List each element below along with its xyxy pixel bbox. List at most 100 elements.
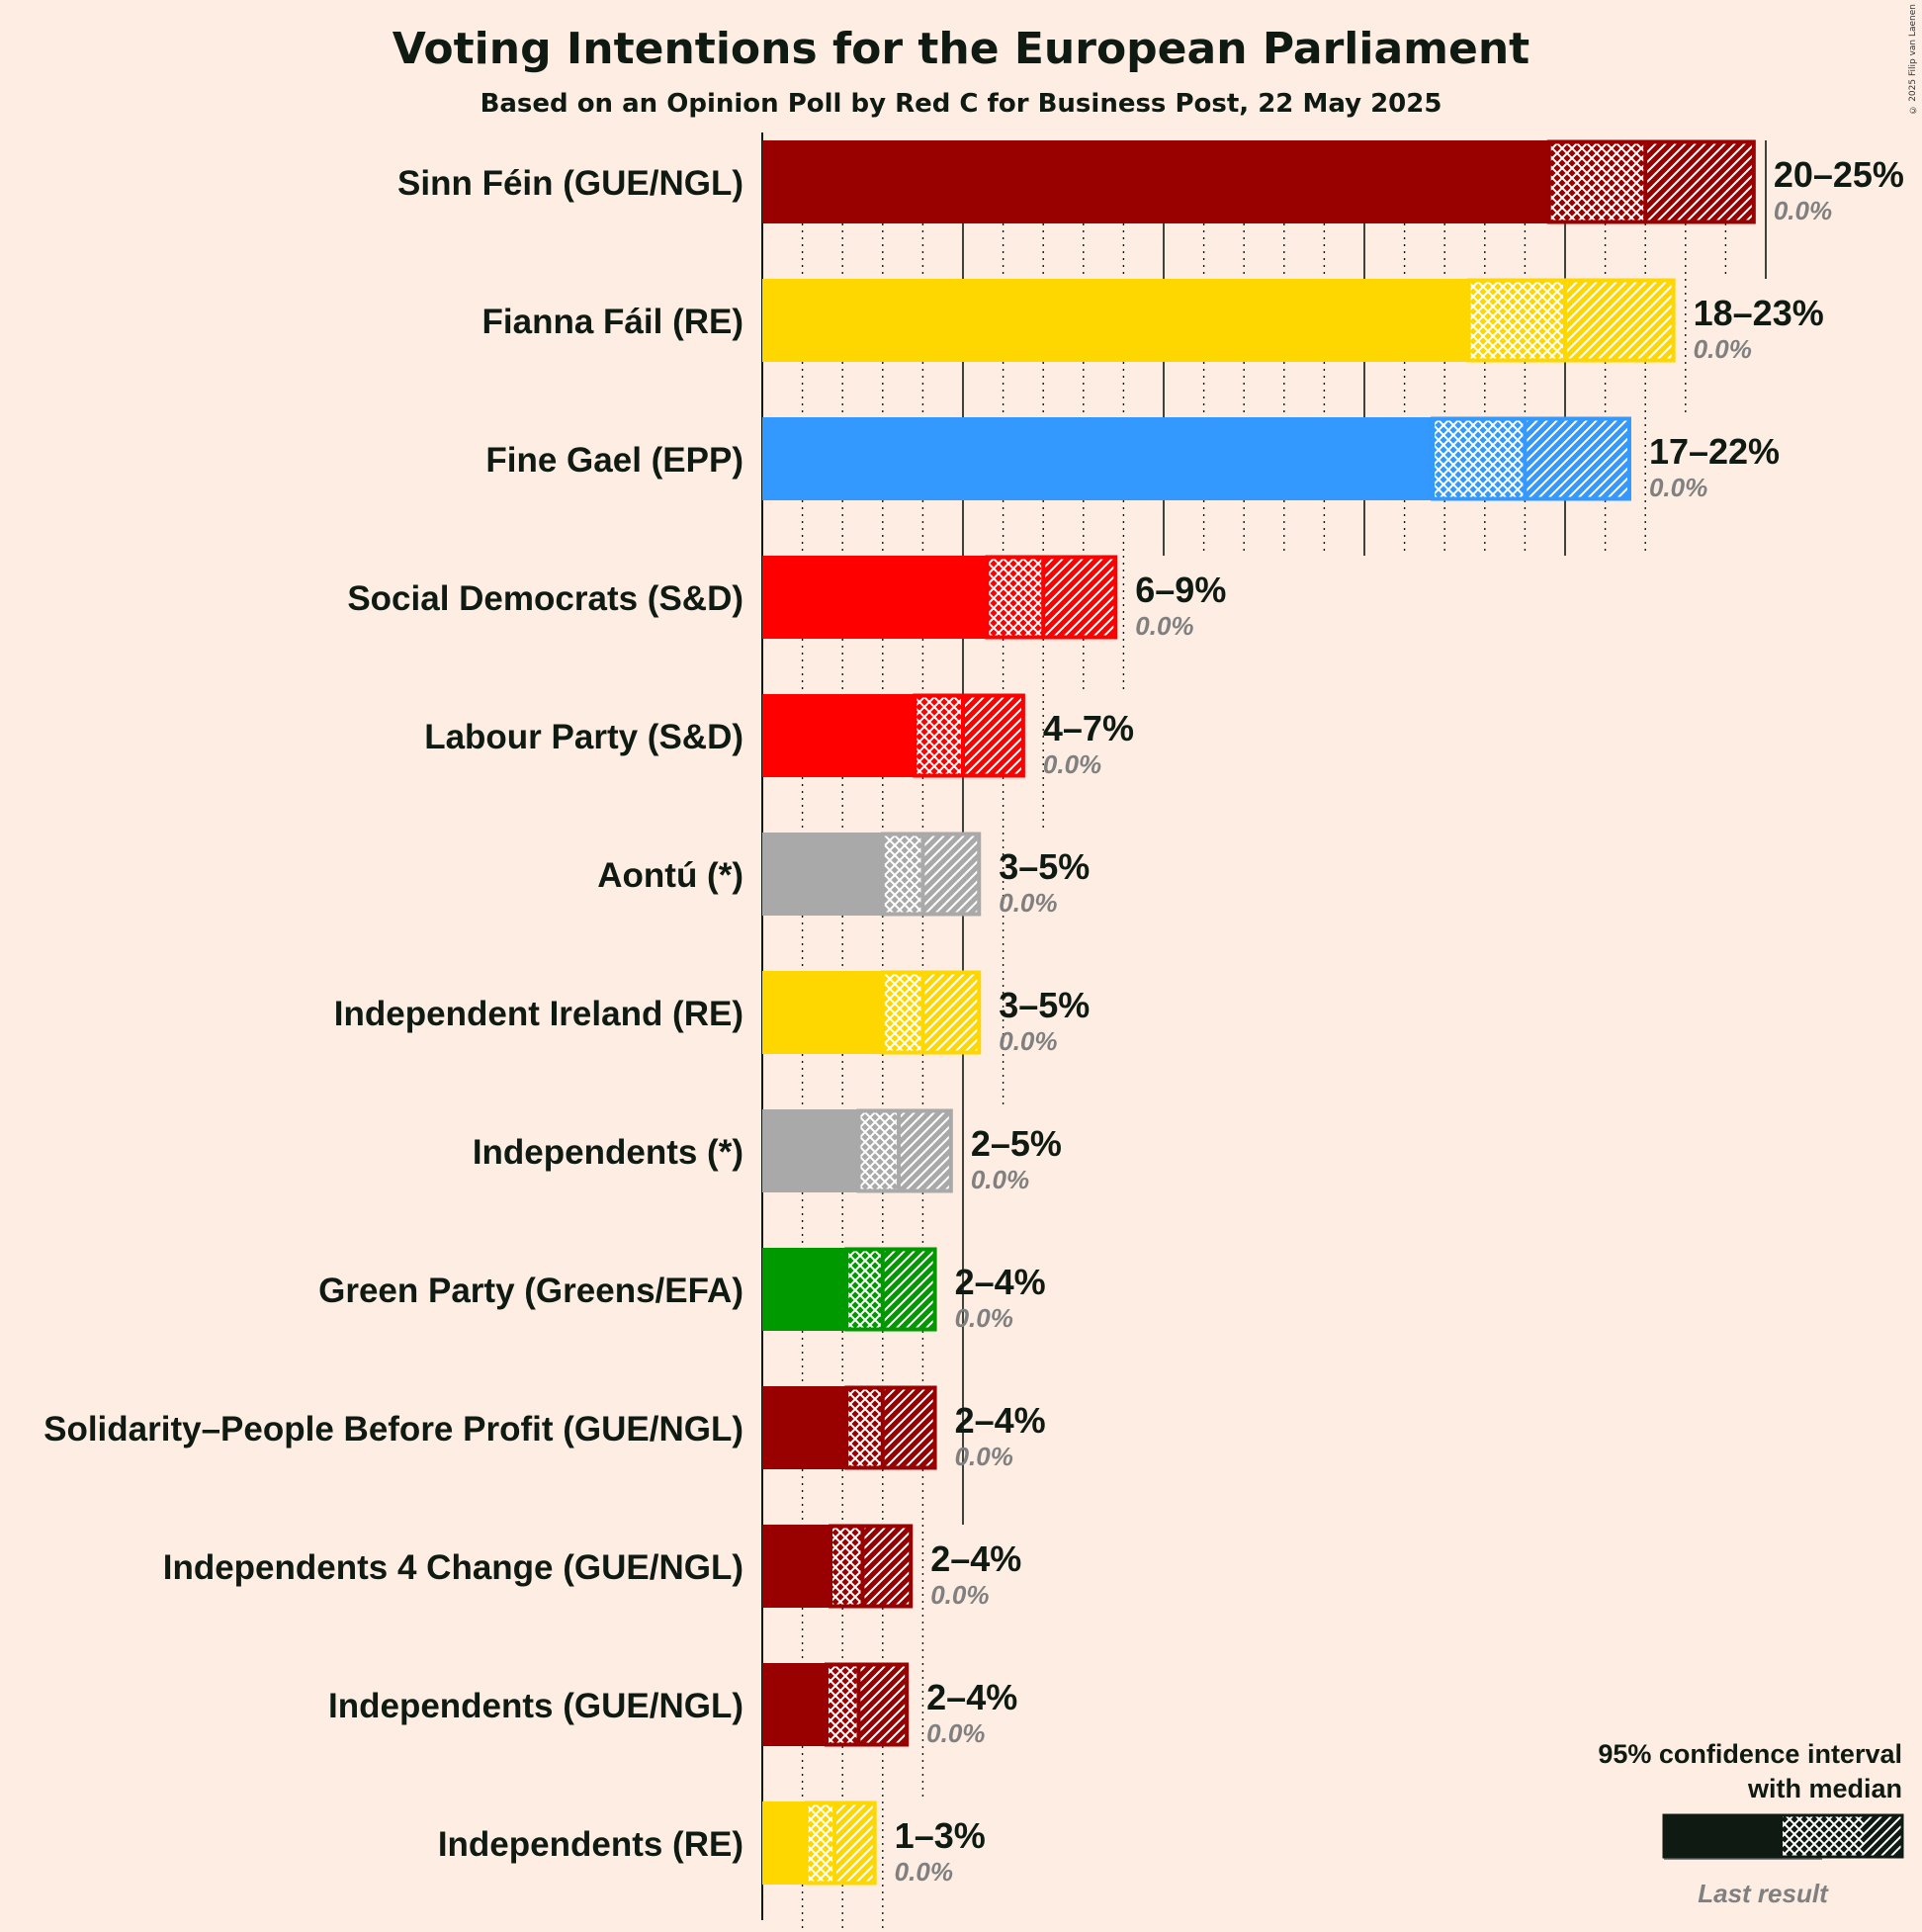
- range-label: 4–7%: [1043, 708, 1134, 748]
- bar-ci-lower-hatch: [806, 1801, 835, 1885]
- bar-solid: [762, 1663, 827, 1746]
- last-result-label: 0.0%: [1043, 749, 1101, 779]
- party-label: Independents (GUE/NGL): [328, 1687, 743, 1725]
- range-label: 18–23%: [1694, 293, 1824, 333]
- bar-ci-lower-hatch: [858, 1109, 900, 1192]
- legend-upper-hatch-pattern: [1864, 1815, 1902, 1857]
- bar-row: Independent Ireland (RE) 3–5%0.0%: [334, 970, 1090, 1056]
- bar-solid: [762, 1801, 807, 1885]
- legend-last-result-label: Last result: [1698, 1879, 1829, 1908]
- bar-row: Independents (GUE/NGL) 2–4%0.0%: [328, 1662, 1017, 1748]
- bar-ci-outline: [985, 555, 1118, 640]
- bar-ci-outline: [824, 1662, 910, 1747]
- last-result-label: 0.0%: [1649, 473, 1707, 502]
- party-label: Independent Ireland (RE): [334, 995, 743, 1033]
- bar-ci-outline: [1431, 416, 1631, 501]
- bar-ci-lower-hatch: [826, 1663, 859, 1746]
- last-result-label: 0.0%: [955, 1303, 1013, 1333]
- bar-row: Independents (RE) 1–3%0.0%: [438, 1800, 986, 1887]
- bar-ci-outline: [844, 1385, 937, 1470]
- bar-ci-outline: [880, 970, 982, 1055]
- party-label: Social Democrats (S&D): [347, 579, 743, 618]
- range-label: 1–3%: [895, 1815, 986, 1856]
- party-label: Labour Party (S&D): [424, 718, 743, 756]
- bar-row: Social Democrats (S&D) 6–9%0.0%: [347, 555, 1226, 641]
- bar-ci-upper-hatch: [1043, 556, 1116, 639]
- party-label: Aontú (*): [597, 856, 743, 895]
- bar-ci-lower-hatch: [882, 833, 923, 916]
- last-result-label: 0.0%: [895, 1857, 953, 1887]
- bar-ci-upper-hatch: [1525, 417, 1629, 500]
- range-label: 3–5%: [999, 985, 1090, 1025]
- bar-ci-outline: [844, 1247, 937, 1332]
- bar-ci-lower-hatch: [1468, 279, 1565, 362]
- bar-ci-lower-hatch: [1433, 417, 1526, 500]
- bar-solid: [762, 694, 916, 777]
- bar-row: Fine Gael (EPP) 17–22%0.0%: [485, 416, 1780, 502]
- bar-solid: [762, 556, 988, 639]
- bar-row: Sinn Féin (GUE/NGL) 20–25%0.0%: [397, 139, 1904, 225]
- range-label: 2–4%: [926, 1677, 1017, 1717]
- legend-line1: 95% confidence interval: [1598, 1739, 1902, 1769]
- range-label: 6–9%: [1135, 570, 1226, 610]
- bar-ci-lower-hatch: [846, 1386, 883, 1469]
- chart-subtitle: Based on an Opinion Poll by Red C for Bu…: [480, 89, 1442, 119]
- bar-solid: [762, 417, 1434, 500]
- bar-ci-outline: [913, 693, 1025, 778]
- range-label: 3–5%: [999, 846, 1090, 887]
- bar-ci-lower-hatch: [830, 1525, 863, 1608]
- bar-ci-upper-hatch: [922, 833, 980, 916]
- bar-ci-lower-hatch: [882, 971, 923, 1054]
- bar-ci-upper-hatch: [1565, 279, 1674, 362]
- bar-ci-outline: [856, 1108, 953, 1193]
- bar-ci-upper-hatch: [922, 971, 980, 1054]
- bar-solid: [762, 279, 1469, 362]
- bar-row: Labour Party (S&D) 4–7%0.0%: [424, 693, 1134, 779]
- bar-ci-lower-hatch: [1548, 140, 1646, 223]
- bar-ci-upper-hatch: [882, 1386, 935, 1469]
- legend: 95% confidence interval with median Last…: [1598, 1739, 1904, 1908]
- party-label: Fianna Fáil (RE): [482, 303, 743, 341]
- legend-median-hatch-pattern: [1783, 1815, 1864, 1857]
- bar-ci-upper-hatch: [882, 1248, 935, 1331]
- last-result-label: 0.0%: [926, 1718, 985, 1748]
- last-result-label: 0.0%: [999, 1026, 1057, 1056]
- bar-solid: [762, 1525, 831, 1608]
- party-label: Fine Gael (EPP): [485, 441, 743, 480]
- last-result-label: 0.0%: [971, 1165, 1029, 1194]
- bar-solid: [762, 971, 883, 1054]
- range-label: 20–25%: [1774, 154, 1904, 195]
- chart-title: Voting Intentions for the European Parli…: [393, 24, 1529, 74]
- bar-solid: [762, 1386, 847, 1469]
- bar-ci-outline: [1466, 278, 1676, 363]
- bar-ci-lower-hatch: [846, 1248, 883, 1331]
- range-label: 2–4%: [930, 1538, 1021, 1579]
- bar-ci-outline: [1546, 139, 1756, 224]
- last-result-label: 0.0%: [999, 888, 1057, 918]
- bar-solid: [762, 1248, 847, 1331]
- last-result-label: 0.0%: [955, 1442, 1013, 1471]
- party-label: Independents (*): [473, 1133, 743, 1172]
- bar-ci-upper-hatch: [1645, 140, 1754, 223]
- party-label: Independents (RE): [438, 1825, 743, 1864]
- bar-row: Fianna Fáil (RE) 18–23%0.0%: [482, 278, 1824, 364]
- bar-row: Independents (*) 2–5%0.0%: [473, 1108, 1062, 1194]
- bars-group: Sinn Féin (GUE/NGL) 20–25%0.0% Fianna Fáil…: [44, 139, 1904, 1887]
- last-result-label: 0.0%: [1774, 196, 1832, 225]
- range-label: 2–5%: [971, 1123, 1062, 1164]
- bar-row: Solidarity–People Before Profit (GUE/NGL…: [44, 1385, 1046, 1471]
- bar-ci-outline: [804, 1800, 877, 1886]
- legend-solid-bar: [1664, 1815, 1783, 1857]
- legend-outline: [1662, 1813, 1904, 1859]
- copyright-notice: © 2025 Filip van Laenen: [1908, 4, 1918, 115]
- bar-ci-lower-hatch: [987, 556, 1044, 639]
- bar-ci-outline: [880, 832, 982, 917]
- bar-row: Aontú (*) 3–5%0.0%: [597, 832, 1090, 918]
- bar-ci-upper-hatch: [963, 694, 1023, 777]
- bar-ci-upper-hatch: [858, 1663, 908, 1746]
- bar-ci-upper-hatch: [834, 1801, 875, 1885]
- bar-ci-lower-hatch: [915, 694, 963, 777]
- bar-row: Green Party (Greens/EFA) 2–4%0.0%: [318, 1247, 1046, 1333]
- bar-solid: [762, 1109, 859, 1192]
